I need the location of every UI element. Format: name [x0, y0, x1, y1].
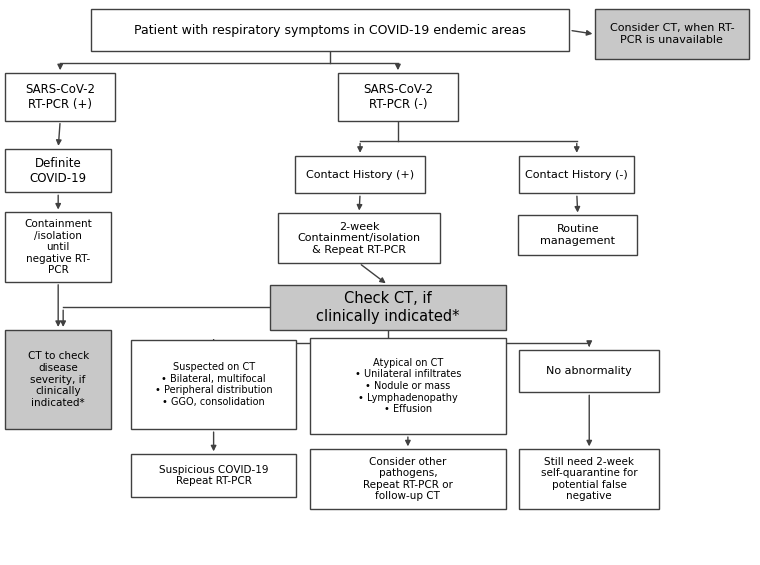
FancyBboxPatch shape: [5, 212, 111, 282]
FancyBboxPatch shape: [271, 285, 505, 330]
FancyBboxPatch shape: [310, 338, 505, 434]
Text: CT to check
disease
severity, if
clinically
indicated*: CT to check disease severity, if clinica…: [27, 351, 89, 408]
FancyBboxPatch shape: [518, 215, 637, 255]
FancyBboxPatch shape: [520, 449, 659, 509]
FancyBboxPatch shape: [5, 330, 111, 429]
Text: Definite
COVID-19: Definite COVID-19: [30, 157, 87, 185]
FancyBboxPatch shape: [595, 10, 749, 59]
FancyBboxPatch shape: [296, 155, 425, 193]
Text: Consider CT, when RT-
PCR is unavailable: Consider CT, when RT- PCR is unavailable: [610, 23, 734, 45]
Text: 2-week
Containment/isolation
& Repeat RT-PCR: 2-week Containment/isolation & Repeat RT…: [297, 221, 420, 255]
FancyBboxPatch shape: [131, 340, 296, 429]
FancyBboxPatch shape: [131, 454, 296, 497]
FancyBboxPatch shape: [520, 155, 634, 193]
Text: No abnormality: No abnormality: [546, 366, 632, 376]
Text: Atypical on CT
• Unilateral infiltrates
• Nodule or mass
• Lymphadenopathy
• Eff: Atypical on CT • Unilateral infiltrates …: [355, 358, 461, 414]
Text: Still need 2-week
self-quarantine for
potential false
negative: Still need 2-week self-quarantine for po…: [541, 457, 638, 501]
FancyBboxPatch shape: [338, 73, 458, 121]
Text: Check CT, if
clinically indicated*: Check CT, if clinically indicated*: [316, 291, 460, 324]
Text: Routine
management: Routine management: [540, 224, 616, 246]
Text: Containment
/isolation
until
negative RT-
PCR: Containment /isolation until negative RT…: [24, 219, 92, 275]
FancyBboxPatch shape: [278, 214, 440, 263]
Text: Suspected on CT
• Bilateral, multifocal
• Peripheral distribution
• GGO, consoli: Suspected on CT • Bilateral, multifocal …: [155, 362, 272, 407]
Text: SARS-CoV-2
RT-PCR (-): SARS-CoV-2 RT-PCR (-): [363, 83, 433, 111]
FancyBboxPatch shape: [5, 73, 115, 121]
Text: Consider other
pathogens,
Repeat RT-PCR or
follow-up CT: Consider other pathogens, Repeat RT-PCR …: [363, 457, 453, 501]
Text: SARS-CoV-2
RT-PCR (+): SARS-CoV-2 RT-PCR (+): [25, 83, 95, 111]
Text: Contact History (+): Contact History (+): [306, 170, 414, 180]
FancyBboxPatch shape: [310, 449, 505, 509]
Text: Suspicious COVID-19
Repeat RT-PCR: Suspicious COVID-19 Repeat RT-PCR: [159, 465, 268, 486]
Text: Patient with respiratory symptoms in COVID-19 endemic areas: Patient with respiratory symptoms in COV…: [135, 24, 526, 37]
FancyBboxPatch shape: [5, 149, 111, 193]
FancyBboxPatch shape: [91, 10, 569, 51]
FancyBboxPatch shape: [520, 350, 659, 393]
Text: Contact History (-): Contact History (-): [525, 170, 629, 180]
